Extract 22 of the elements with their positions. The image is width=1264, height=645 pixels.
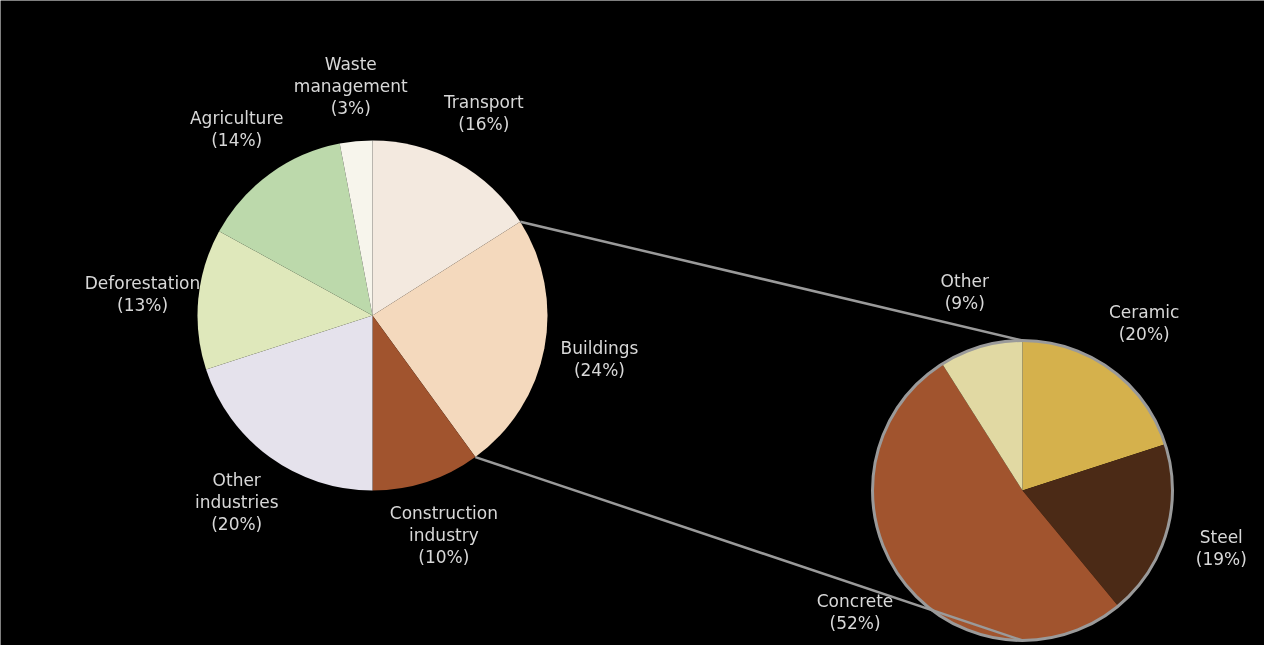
slice-label: Other (940, 270, 989, 291)
slice-label: Waste management (293, 53, 409, 96)
data-label: (19%) (1195, 549, 1247, 570)
data-label: (24%) (573, 359, 625, 380)
data-label: (16%) (458, 114, 510, 135)
slice-label: Agriculture (189, 107, 284, 128)
slice-label: Ceramic (1108, 302, 1180, 323)
data-label: (14%) (211, 129, 263, 150)
data-label: (20%) (1118, 324, 1170, 345)
slice-label: Concrete (816, 591, 894, 612)
data-label: (20%) (211, 514, 263, 535)
slice-label: Buildings (560, 337, 639, 358)
slice-label: Deforestation (84, 272, 201, 293)
data-label: (3%) (330, 97, 371, 118)
data-label: (10%) (418, 547, 470, 568)
slice-label: Other industries (194, 470, 279, 513)
slice-label: Steel (1199, 527, 1243, 548)
data-label: (9%) (944, 292, 985, 313)
slice-label: Transport (442, 92, 524, 113)
slice-label: Construction industry (389, 503, 499, 546)
data-label: (13%) (117, 294, 169, 315)
data-label: (52%) (829, 613, 881, 634)
